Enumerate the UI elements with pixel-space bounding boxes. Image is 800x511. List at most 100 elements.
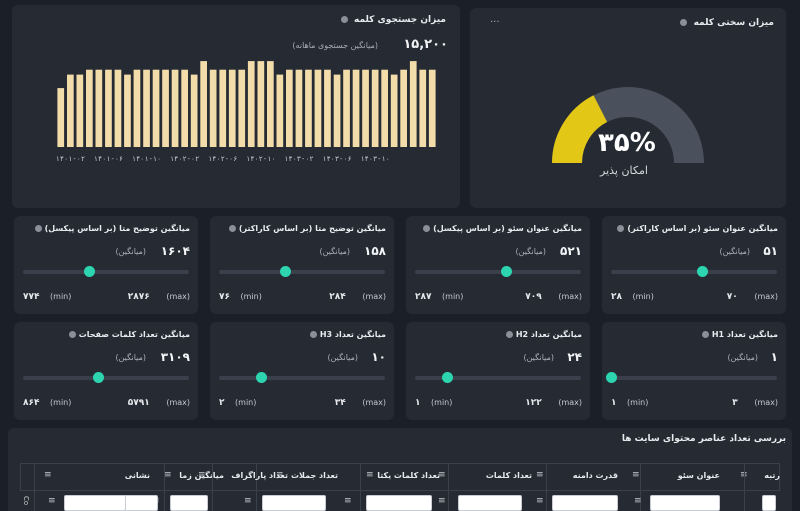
chart-bar[interactable] [171,69,179,147]
info-icon[interactable] [228,225,236,232]
chart-bar[interactable] [86,69,93,147]
info-icon[interactable] [34,225,42,232]
column-divider[interactable] [360,464,361,511]
filter-menu-icon[interactable]: ≡ [344,496,352,506]
column-menu-icon[interactable]: ≡ [740,470,748,480]
chart-bar[interactable] [314,69,322,147]
chart-bar[interactable] [362,69,369,147]
range-slider-knob[interactable] [606,372,617,383]
chart-bar[interactable] [143,69,150,147]
chart-bar[interactable] [57,88,65,147]
chart-bar[interactable] [152,69,160,147]
column-menu-icon[interactable]: ≡ [632,470,640,480]
chart-bar[interactable] [390,74,398,147]
chart-bar[interactable] [76,74,84,147]
filter-menu-icon[interactable]: ≡ [536,496,544,506]
chart-bar[interactable] [190,74,198,147]
column-divider[interactable] [640,464,641,511]
chart-bar[interactable] [124,74,131,147]
column-header[interactable]: تعداد کلمات یکتا [377,471,440,480]
column-header[interactable]: رتبه [764,471,780,480]
chart-bar[interactable] [324,69,331,147]
range-slider-knob[interactable] [441,372,453,383]
column-filter-input[interactable] [366,495,432,511]
column-header[interactable]: نشانی [124,471,150,480]
column-header[interactable]: تعداد جملات [290,471,338,480]
chart-bar[interactable] [247,61,255,147]
column-filter-input[interactable] [762,495,776,511]
filter-menu-icon[interactable]: ≡ [48,496,56,506]
chart-bar[interactable] [162,69,169,147]
chart-bar[interactable] [352,69,360,147]
chart-bar[interactable] [381,69,388,147]
range-slider-knob[interactable] [92,372,104,383]
chart-bar[interactable] [428,69,436,147]
chart-bar[interactable] [305,69,312,147]
filter-menu-icon[interactable]: ≡ [438,496,446,506]
info-icon[interactable] [680,19,688,26]
info-icon[interactable] [617,225,625,232]
column-menu-icon[interactable]: ≡ [536,470,544,480]
column-menu-icon[interactable]: ≡ [438,470,446,480]
column-filter-input[interactable] [64,495,126,511]
column-menu-icon[interactable]: ≡ [44,470,52,480]
info-icon[interactable] [505,331,513,338]
filter-menu-icon[interactable]: ≡ [244,496,252,506]
chart-bar[interactable] [209,69,217,147]
column-divider[interactable] [744,464,745,511]
column-divider[interactable] [546,464,547,511]
range-slider-knob[interactable] [697,266,709,277]
column-filter-input[interactable] [170,495,208,511]
column-filter-input[interactable] [650,495,720,511]
filter-menu-icon[interactable]: ≡ [634,496,642,506]
chart-bar[interactable] [333,74,341,147]
range-slider-knob[interactable] [280,266,292,277]
range-slider-knob[interactable] [501,266,513,277]
column-header[interactable]: میانگین زما [179,471,224,480]
chart-bar[interactable] [295,69,303,147]
column-divider[interactable] [448,464,449,511]
table-side-label[interactable]: Co [22,496,30,506]
chart-bar[interactable] [400,69,407,147]
chart-bar[interactable] [200,61,207,147]
chart-bar[interactable] [371,69,379,147]
column-filter-input[interactable] [458,495,522,511]
range-slider-knob[interactable] [255,372,267,383]
chart-bar[interactable] [67,74,74,147]
chart-bar[interactable] [219,69,227,147]
column-filter-input[interactable] [262,495,326,511]
chart-bar[interactable] [238,69,246,147]
chart-bar[interactable] [95,69,103,147]
chart-bar[interactable] [105,69,112,147]
info-icon[interactable] [423,225,431,232]
chart-bar[interactable] [114,69,122,147]
chart-bar[interactable] [257,61,265,147]
range-slider-knob[interactable] [84,266,96,277]
column-menu-icon[interactable]: ≡ [366,470,374,480]
chart-bar[interactable] [419,69,427,147]
column-header[interactable]: تعداد پاراگراف [231,471,288,480]
chart-bar[interactable] [409,61,417,147]
chart-bar[interactable] [267,61,274,147]
column-divider[interactable] [34,464,35,511]
column-header[interactable]: قدرت دامنه [572,471,618,480]
info-icon[interactable] [309,331,317,338]
chart-bar[interactable] [276,74,284,147]
info-icon[interactable] [340,16,348,23]
column-menu-icon[interactable]: ≡ [198,470,206,480]
chart-bar[interactable] [133,69,141,147]
more-options-icon[interactable]: ... [490,14,500,25]
chart-bar[interactable] [343,69,350,147]
column-menu-icon[interactable]: ≡ [164,470,172,480]
column-divider[interactable] [164,464,165,511]
column-header[interactable]: تعداد کلمات [485,471,532,480]
info-icon[interactable] [701,331,709,338]
column-menu-icon[interactable]: ≡ [276,470,284,480]
column-divider[interactable] [256,464,257,511]
chart-bar[interactable] [228,69,236,147]
chart-bar[interactable] [181,69,188,147]
info-icon[interactable] [68,331,76,338]
column-divider[interactable] [212,464,213,511]
chart-bar[interactable] [286,69,293,147]
column-filter-input[interactable] [552,495,618,511]
